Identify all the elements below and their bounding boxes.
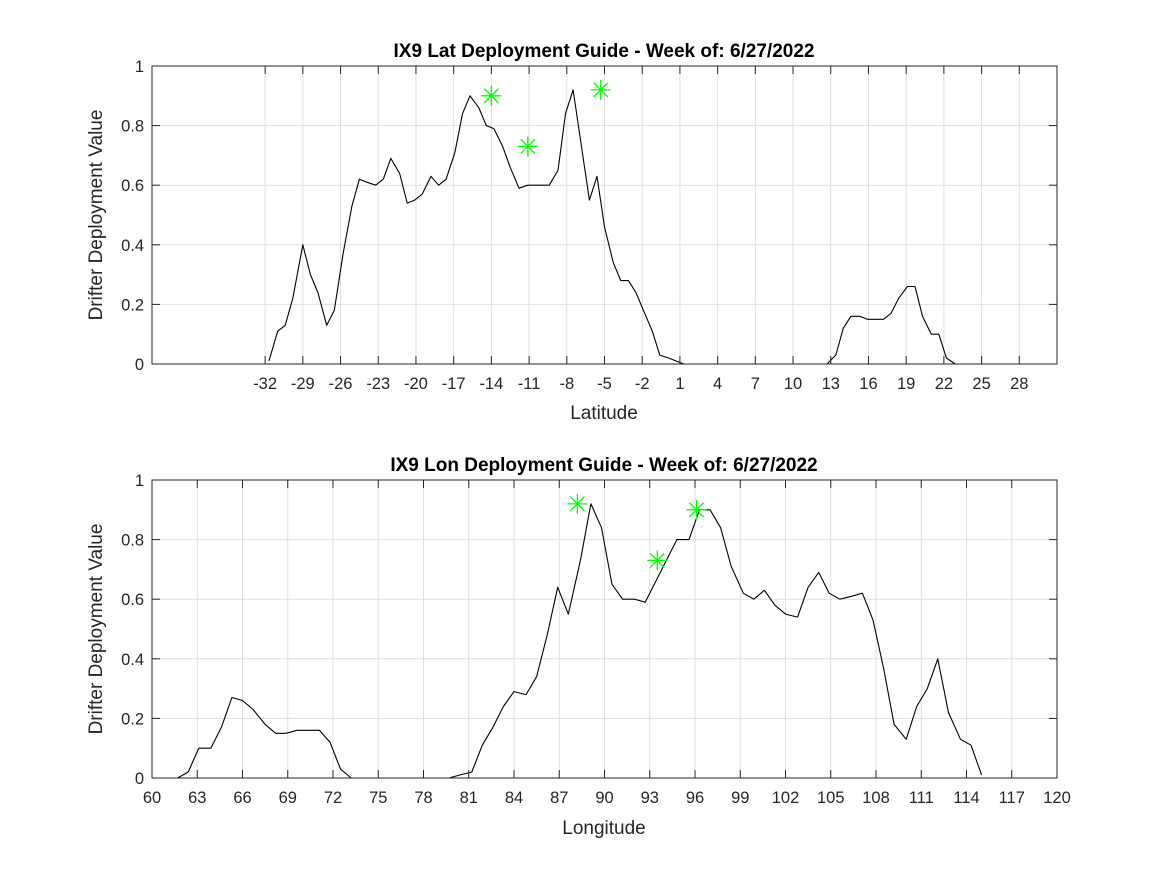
lat-x-tick-label: -29	[291, 375, 315, 393]
lat-x-tick-label: -32	[253, 375, 277, 393]
lon-y-tick-label: 1	[135, 472, 144, 490]
lat-peak-marker	[517, 136, 538, 157]
lon-x-tick-label: 108	[862, 789, 890, 807]
lat-y-tick-label: 0.2	[121, 296, 144, 314]
lon-x-axis-label: Longitude	[562, 818, 645, 839]
lon-x-tick-label: 93	[641, 789, 659, 807]
lat-x-tick-label: 4	[713, 375, 722, 393]
lon-x-tick-label: 90	[595, 789, 613, 807]
lon-x-tick-label: 99	[731, 789, 749, 807]
lon-x-ticks: 60 63 66 69 72 75 78 81 84 87 90 93 96 99 102 105 108 111…	[143, 480, 1071, 807]
lat-y-axis-label: Drifter Deployment Value	[86, 110, 107, 321]
lon-peak-marker	[686, 499, 707, 520]
lat-x-tick-label: -23	[366, 375, 390, 393]
lat-chart-title: IX9 Lat Deployment Guide - Week of: 6/27…	[394, 41, 815, 62]
lat-x-tick-label: 19	[897, 375, 915, 393]
lat-x-tick-label: -8	[559, 375, 574, 393]
lon-marks	[177, 493, 983, 779]
lat-peak-marker	[590, 79, 611, 100]
lon-x-tick-label: 69	[279, 789, 297, 807]
lat-chart-panel: -32 -29 -26 -23 -20 -17 -14 -11 -8 -5 -2 1 4 7 10 13 16 1…	[86, 41, 1058, 424]
lat-x-tick-label: 28	[1010, 375, 1028, 393]
lat-peak-marker	[481, 85, 502, 106]
lon-x-tick-label: 102	[772, 789, 800, 807]
lat-y-tick-label: 0.6	[121, 177, 144, 195]
lat-x-ticks: -32 -29 -26 -23 -20 -17 -14 -11 -8 -5 -2 1 4 7 10 13 16 1…	[253, 66, 1028, 393]
lat-marks	[268, 79, 971, 365]
lon-x-tick-label: 60	[143, 789, 161, 807]
lon-y-ticks: 0 0.2 0.4 0.6 0.8 1	[121, 472, 1057, 788]
lat-series-line	[268, 89, 971, 365]
lat-x-tick-label: -26	[329, 375, 353, 393]
lat-grid	[152, 65, 1057, 365]
lon-x-tick-label: 75	[369, 789, 387, 807]
lon-peak-marker	[567, 493, 588, 514]
lat-y-tick-label: 0.4	[121, 237, 144, 255]
lat-x-tick-label: -14	[479, 375, 503, 393]
lon-x-tick-label: 105	[817, 789, 845, 807]
lat-y-tick-label: 0	[135, 356, 144, 374]
lat-x-tick-label: 1	[675, 375, 684, 393]
lon-series-line	[177, 503, 983, 779]
lon-chart-title: IX9 Lon Deployment Guide - Week of: 6/27…	[390, 455, 817, 476]
lat-x-tick-label: -11	[518, 375, 541, 393]
lon-x-tick-label: 87	[550, 789, 568, 807]
lon-x-tick-label: 84	[505, 789, 523, 807]
lon-x-tick-label: 72	[324, 789, 342, 807]
lon-y-tick-label: 0	[135, 770, 144, 788]
lon-x-tick-label: 78	[414, 789, 432, 807]
lon-y-tick-label: 0.4	[121, 651, 144, 669]
lat-x-tick-label: 7	[751, 375, 760, 393]
lat-x-tick-label: 25	[972, 375, 990, 393]
lat-x-tick-label: 16	[859, 375, 877, 393]
lat-x-tick-label: -20	[404, 375, 428, 393]
lon-chart-panel: 60 63 66 69 72 75 78 81 84 87 90 93 96 99 102 105 108 111…	[86, 455, 1071, 839]
lon-x-tick-label: 63	[188, 789, 206, 807]
lon-y-tick-label: 0.6	[121, 591, 144, 609]
lon-y-tick-label: 0.8	[121, 532, 144, 550]
lat-y-tick-label: 0.8	[121, 118, 144, 136]
lat-x-tick-label: -2	[635, 375, 650, 393]
lon-peak-marker	[647, 550, 668, 571]
lat-x-tick-label: -5	[597, 375, 612, 393]
lon-y-tick-label: 0.2	[121, 710, 144, 728]
lon-x-tick-label: 111	[909, 789, 934, 807]
lat-x-tick-label: 13	[822, 375, 840, 393]
lon-x-tick-label: 66	[233, 789, 251, 807]
lat-x-tick-label: 22	[935, 375, 953, 393]
lat-x-axis-label: Latitude	[570, 403, 638, 424]
lat-y-tick-label: 1	[135, 58, 144, 76]
lon-x-tick-label: 114	[953, 789, 979, 807]
lon-x-tick-label: 117	[999, 789, 1025, 807]
lon-x-tick-label: 96	[686, 789, 704, 807]
lat-x-tick-label: 10	[784, 375, 802, 393]
lon-y-axis-label: Drifter Deployment Value	[86, 524, 107, 735]
lat-x-tick-label: -17	[442, 375, 466, 393]
lat-y-ticks: 0 0.2 0.4 0.6 0.8 1	[121, 58, 1057, 374]
lon-x-tick-label: 120	[1043, 789, 1071, 807]
lon-x-tick-label: 81	[460, 789, 478, 807]
